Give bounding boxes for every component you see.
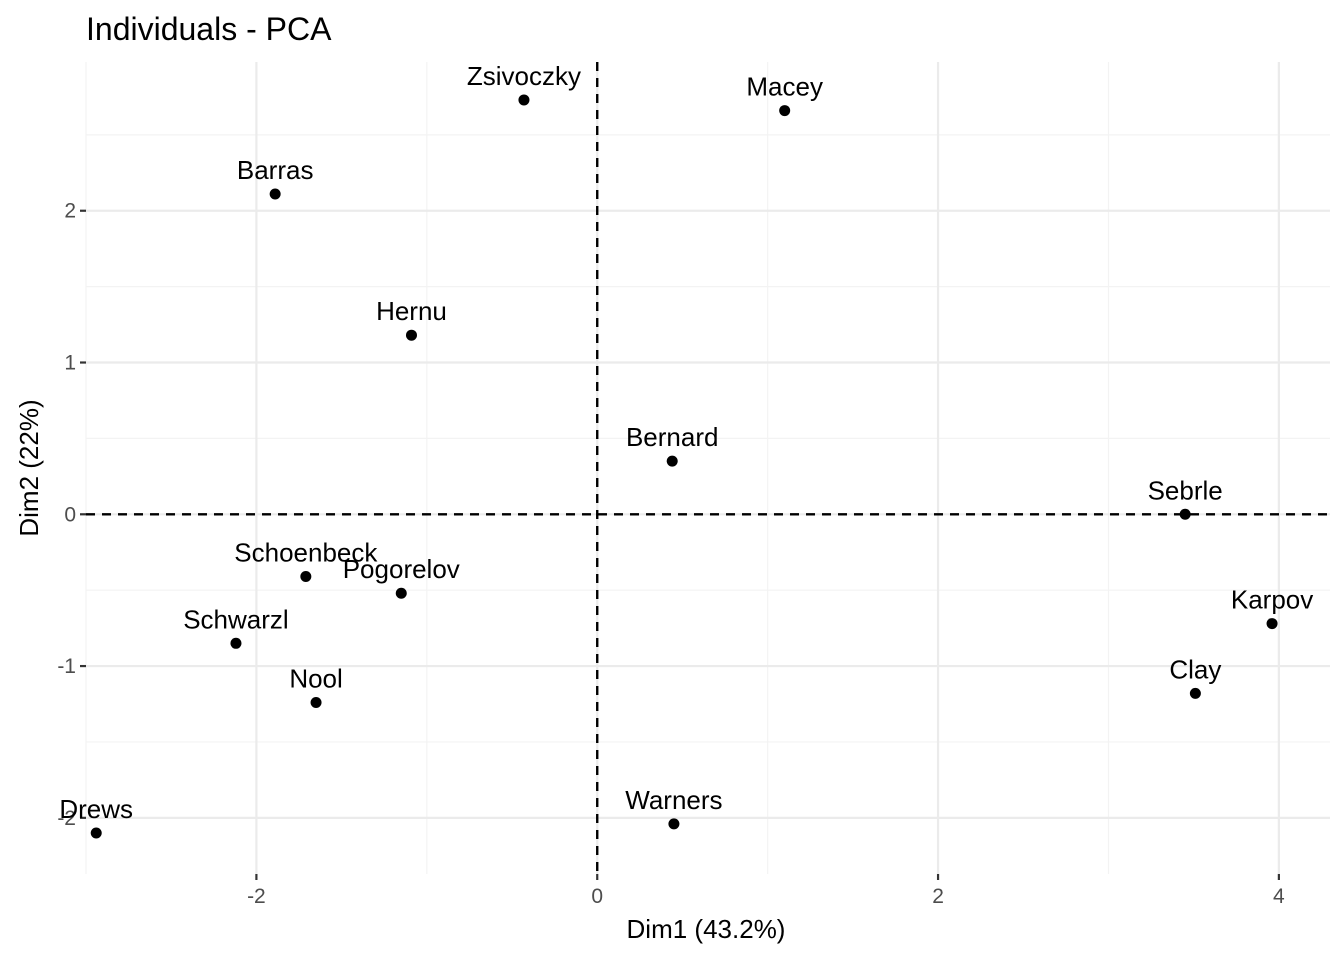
x-tick-label: 4 [1273,885,1285,908]
data-label: Pogorelov [343,554,460,584]
data-point [1179,508,1191,520]
y-tick-label: 2 [64,200,76,223]
data-label: Schwarzl [183,604,288,634]
data-point [269,188,281,200]
data-label: Karpov [1231,585,1313,615]
x-tick-label: 0 [591,885,603,908]
reference-lines [86,62,1330,874]
y-tick-label: 1 [64,352,76,375]
y-tick-label: 0 [64,503,76,526]
data-label: Warners [625,785,722,815]
data-label: Drews [59,794,133,824]
x-axis-title: Dim1 (43.2%) [627,914,786,944]
x-tick-label: -2 [247,885,266,908]
data-points [90,94,1278,839]
data-point [310,696,322,708]
x-tick-label: 2 [932,885,944,908]
data-point [1189,687,1201,699]
data-point [666,455,678,467]
chart-title: Individuals - PCA [86,11,332,47]
y-tick-label: -1 [57,655,76,678]
data-label: Zsivoczky [467,61,581,91]
data-point [668,818,680,830]
data-label: Barras [237,155,314,185]
data-point [230,637,242,649]
data-label: Hernu [376,296,447,326]
data-point [1266,618,1278,630]
data-point [395,587,407,599]
data-point [300,571,312,583]
data-label: Sebrle [1148,475,1223,505]
y-tick-label: -2 [57,807,76,830]
data-point [405,329,417,341]
data-point [779,105,791,117]
data-label: Schoenbeck [234,538,378,568]
data-point [518,94,530,106]
data-label: Clay [1169,654,1221,684]
axis-ticks: -2 0 2 4 -2 -1 0 1 2 [57,200,1285,908]
data-point [90,827,102,839]
y-axis-title: Dim2 (22%) [14,399,44,536]
data-label: Bernard [626,422,719,452]
data-labels: Sebrle Clay Karpov Macey Warners Zsivoczky Her… [59,61,1313,824]
data-label: Nool [289,663,342,693]
data-label: Macey [746,72,823,102]
